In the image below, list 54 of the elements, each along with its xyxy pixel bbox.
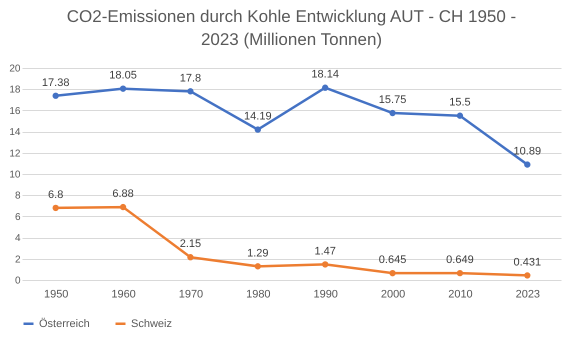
legend-label: Österreich bbox=[39, 316, 90, 330]
data-label: 0.649 bbox=[446, 254, 474, 266]
x-tick-label: 2010 bbox=[448, 288, 473, 300]
data-label: 18.14 bbox=[311, 68, 339, 81]
point bbox=[456, 112, 464, 119]
y-tick-label: 2 bbox=[14, 254, 21, 266]
x-tick-label: 1980 bbox=[246, 288, 271, 300]
x-tick-label: 2000 bbox=[380, 288, 406, 300]
x-tick-label: 1970 bbox=[178, 288, 204, 300]
point bbox=[254, 263, 261, 270]
data-label: 6.88 bbox=[112, 188, 134, 200]
point bbox=[254, 126, 261, 133]
point bbox=[52, 204, 59, 212]
chart-title: CO2-Emissionen durch Kohle Entwicklung AUT - CH 1950 - 2023 (Millionen Tonnen) bbox=[66, 7, 516, 49]
x-tick-label: 1960 bbox=[111, 288, 136, 300]
x-tick-label: 1950 bbox=[44, 288, 68, 300]
legend-label: Schweiz bbox=[131, 318, 172, 330]
data-label: 6.8 bbox=[48, 188, 64, 201]
data-label: 17.8 bbox=[180, 72, 202, 84]
data-label: 14.19 bbox=[244, 110, 272, 123]
y-tick-label: 10 bbox=[9, 170, 21, 180]
y-tick-label: 4 bbox=[14, 233, 21, 244]
y-tick-label: 0 bbox=[14, 276, 21, 286]
point bbox=[322, 261, 328, 268]
data-label: 18.05 bbox=[109, 70, 137, 82]
point bbox=[456, 270, 464, 276]
y-tick-label: 14 bbox=[9, 127, 21, 138]
x-tick-label: 2023 bbox=[516, 288, 540, 300]
y-tick-label: 18 bbox=[9, 84, 21, 96]
y-tick-label: 12 bbox=[9, 148, 21, 160]
data-label: 1.47 bbox=[314, 245, 336, 258]
x-tick-label: 1990 bbox=[313, 288, 338, 300]
point bbox=[322, 84, 328, 91]
data-label: 0.645 bbox=[378, 254, 406, 266]
point bbox=[524, 272, 530, 279]
data-label: 17.38 bbox=[42, 76, 70, 89]
y-tick-label: 16 bbox=[9, 106, 21, 117]
point bbox=[389, 110, 396, 116]
y-tick-label: 8 bbox=[14, 190, 21, 202]
point bbox=[120, 204, 126, 210]
point bbox=[389, 270, 396, 276]
data-label: 2.15 bbox=[180, 238, 202, 250]
point bbox=[52, 92, 59, 99]
point bbox=[187, 254, 194, 260]
data-label: 0.431 bbox=[514, 256, 542, 268]
point bbox=[524, 161, 530, 168]
point bbox=[187, 88, 194, 94]
y-tick-label: 6 bbox=[14, 212, 21, 223]
data-label: 1.29 bbox=[247, 247, 269, 260]
y-tick-label: 20 bbox=[9, 64, 21, 74]
data-label: 10.89 bbox=[514, 146, 542, 158]
data-label: 15.75 bbox=[378, 94, 406, 106]
data-label: 15.5 bbox=[449, 96, 471, 109]
point bbox=[120, 86, 126, 92]
